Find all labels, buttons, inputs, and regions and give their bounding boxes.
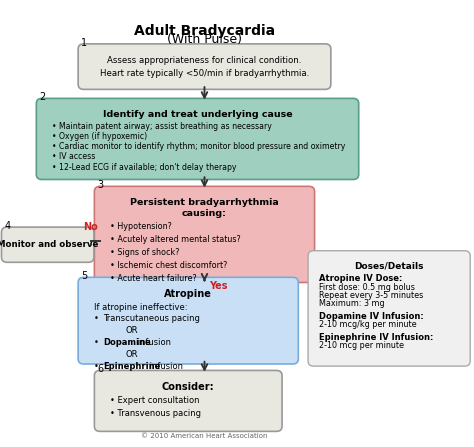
Text: If atropine ineffective:: If atropine ineffective: bbox=[94, 303, 187, 312]
Text: 1: 1 bbox=[82, 38, 88, 48]
Text: Persistent bradyarrhythmia
causing:: Persistent bradyarrhythmia causing: bbox=[130, 198, 279, 218]
Text: • Hypotension?: • Hypotension? bbox=[110, 223, 172, 232]
FancyBboxPatch shape bbox=[94, 371, 282, 431]
Text: 2-10 mcg per minute: 2-10 mcg per minute bbox=[319, 341, 404, 350]
Text: • Transvenous pacing: • Transvenous pacing bbox=[110, 409, 201, 417]
Text: Dopamine: Dopamine bbox=[103, 338, 151, 347]
Text: No: No bbox=[83, 222, 98, 232]
FancyBboxPatch shape bbox=[308, 251, 470, 366]
Text: © 2010 American Heart Association: © 2010 American Heart Association bbox=[141, 433, 268, 439]
Text: Dopamine IV Infusion:: Dopamine IV Infusion: bbox=[319, 312, 424, 320]
Text: First dose: 0.5 mg bolus: First dose: 0.5 mg bolus bbox=[319, 283, 415, 292]
Text: Epinephrine: Epinephrine bbox=[103, 362, 161, 371]
FancyBboxPatch shape bbox=[1, 227, 94, 262]
Text: 2: 2 bbox=[39, 92, 46, 102]
Text: Maximum: 3 mg: Maximum: 3 mg bbox=[319, 299, 385, 308]
Text: 6: 6 bbox=[98, 364, 104, 374]
Text: Adult Bradycardia: Adult Bradycardia bbox=[134, 24, 275, 38]
Text: Doses/Details: Doses/Details bbox=[355, 261, 424, 270]
Text: 2-10 mcg/kg per minute: 2-10 mcg/kg per minute bbox=[319, 320, 417, 329]
Text: infusion: infusion bbox=[135, 338, 171, 347]
Text: • Maintain patent airway; assist breathing as necessary: • Maintain patent airway; assist breathi… bbox=[52, 122, 272, 131]
Text: • Acute heart failure?: • Acute heart failure? bbox=[110, 274, 197, 283]
Text: • Acutely altered mental status?: • Acutely altered mental status? bbox=[110, 235, 241, 244]
Text: Assess appropriateness for clinical condition.
Heart rate typically <50/min if b: Assess appropriateness for clinical cond… bbox=[100, 55, 309, 78]
Text: 5: 5 bbox=[82, 271, 88, 281]
Text: • 12-Lead ECG if available; don't delay therapy: • 12-Lead ECG if available; don't delay … bbox=[52, 163, 237, 172]
FancyBboxPatch shape bbox=[94, 186, 315, 283]
Text: Repeat every 3-5 minutes: Repeat every 3-5 minutes bbox=[319, 291, 423, 300]
Text: (With Pulse): (With Pulse) bbox=[167, 33, 242, 46]
Text: 4: 4 bbox=[5, 221, 11, 231]
FancyBboxPatch shape bbox=[78, 44, 331, 89]
Text: infusion: infusion bbox=[146, 362, 182, 371]
Text: 3: 3 bbox=[98, 180, 104, 190]
Text: Atropine IV Dose:: Atropine IV Dose: bbox=[319, 274, 402, 283]
Text: Transcutaneous pacing: Transcutaneous pacing bbox=[103, 314, 200, 323]
Text: Consider:: Consider: bbox=[162, 382, 215, 392]
Text: • IV access: • IV access bbox=[52, 152, 95, 161]
Text: Yes: Yes bbox=[209, 281, 228, 291]
Text: •: • bbox=[94, 362, 101, 371]
Text: • Signs of shock?: • Signs of shock? bbox=[110, 248, 180, 257]
Text: OR: OR bbox=[126, 350, 138, 359]
Text: • Expert consultation: • Expert consultation bbox=[110, 396, 200, 405]
Text: •: • bbox=[94, 314, 101, 323]
FancyBboxPatch shape bbox=[36, 98, 359, 180]
Text: • Cardiac monitor to identify rhythm; monitor blood pressure and oximetry: • Cardiac monitor to identify rhythm; mo… bbox=[52, 142, 346, 151]
FancyBboxPatch shape bbox=[78, 277, 298, 364]
Text: Identify and treat underlying cause: Identify and treat underlying cause bbox=[103, 110, 292, 118]
Text: • Ischemic chest discomfort?: • Ischemic chest discomfort? bbox=[110, 261, 228, 270]
Text: • Oxygen (if hypoxemic): • Oxygen (if hypoxemic) bbox=[52, 132, 147, 141]
Text: OR: OR bbox=[126, 326, 138, 335]
Text: Epinephrine IV Infusion:: Epinephrine IV Infusion: bbox=[319, 333, 434, 342]
Text: •: • bbox=[94, 338, 101, 347]
Text: Atropine: Atropine bbox=[164, 289, 212, 299]
Text: Monitor and observe: Monitor and observe bbox=[0, 240, 99, 249]
